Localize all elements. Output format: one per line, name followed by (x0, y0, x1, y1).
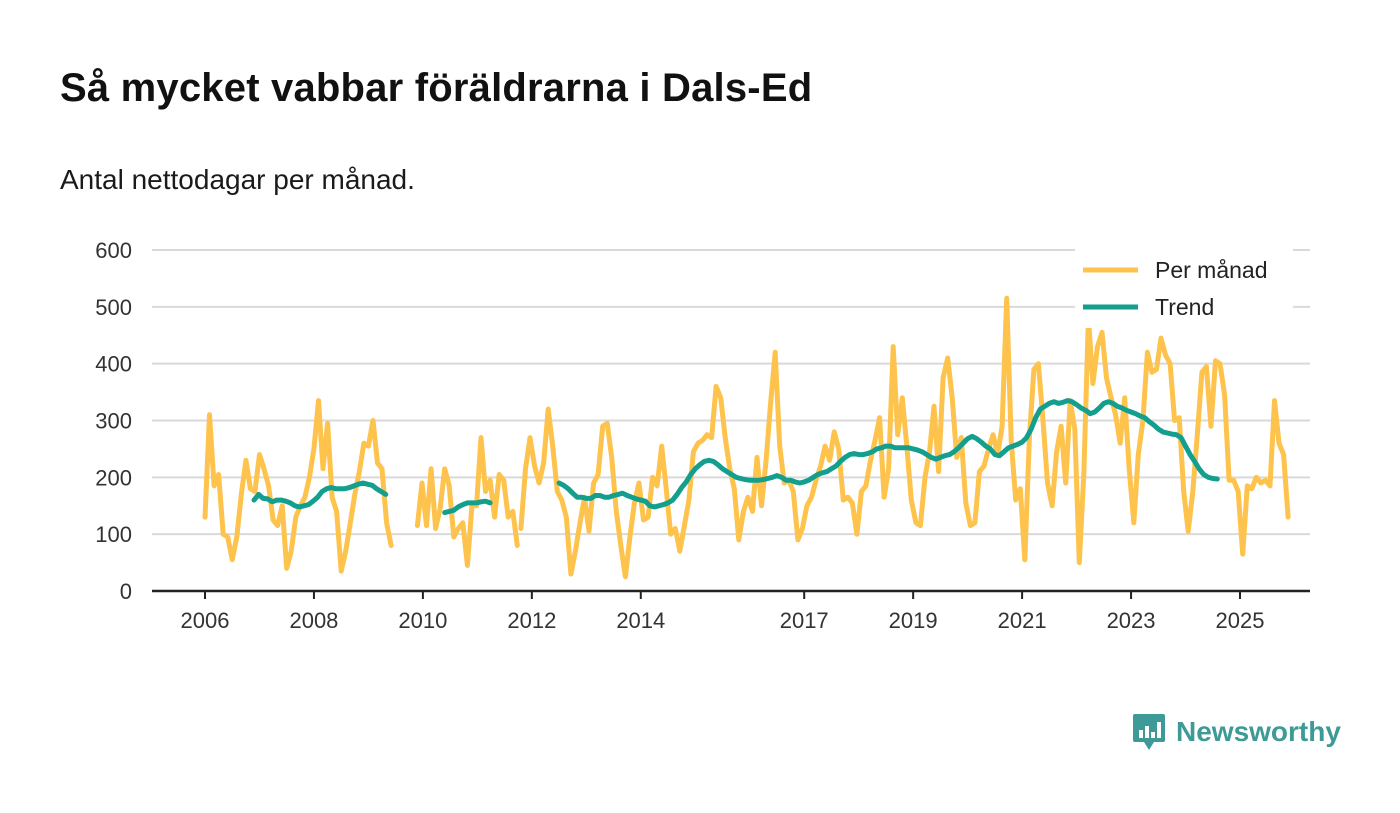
monthly-line-segment-1 (414, 435, 520, 568)
x-tick-label: 2025 (1216, 608, 1265, 633)
series-layer (202, 295, 1291, 580)
brand-footer: Newsworthy (1132, 712, 1341, 752)
y-tick-label: 100 (95, 522, 132, 547)
monthly-line-segment-0 (202, 398, 394, 574)
y-tick-label: 500 (95, 295, 132, 320)
legend-label: Per månad (1155, 257, 1268, 283)
x-tick-label: 2017 (780, 608, 829, 633)
x-tick-label: 2019 (889, 608, 938, 633)
monthly-line-segment-2 (518, 295, 1291, 580)
legend-background (1075, 244, 1293, 328)
brand-name: Newsworthy (1176, 716, 1341, 747)
newsworthy-logo-icon (1133, 714, 1165, 750)
legend-label: Trend (1155, 294, 1214, 320)
x-tick-label: 2008 (289, 608, 338, 633)
x-tick-label: 2010 (398, 608, 447, 633)
y-tick-label: 400 (95, 352, 132, 377)
x-axis: 2006 2008 2010 2012 2014 2017 2019 2021 2023 2025 (152, 589, 1310, 633)
x-tick-label: 2014 (616, 608, 665, 633)
legend: Per månad Trend (1075, 244, 1293, 328)
x-tick-label: 2012 (507, 608, 556, 633)
chart-subtitle: Antal nettodagar per månad. (60, 164, 415, 195)
y-tick-label: 300 (95, 409, 132, 434)
trend-line-segment-1 (442, 498, 493, 516)
chart-title: Så mycket vabbar föräldrarna i Dals-Ed (60, 66, 813, 110)
x-tick-label: 2006 (181, 608, 230, 633)
trend-line-segment-2 (556, 398, 1220, 510)
y-tick-label: 600 (95, 238, 132, 263)
x-tick-label: 2023 (1107, 608, 1156, 633)
x-tick-label: 2021 (998, 608, 1047, 633)
y-tick-label: 0 (120, 579, 132, 604)
y-tick-label: 200 (95, 465, 132, 490)
trend-line-segment-0 (251, 480, 389, 510)
